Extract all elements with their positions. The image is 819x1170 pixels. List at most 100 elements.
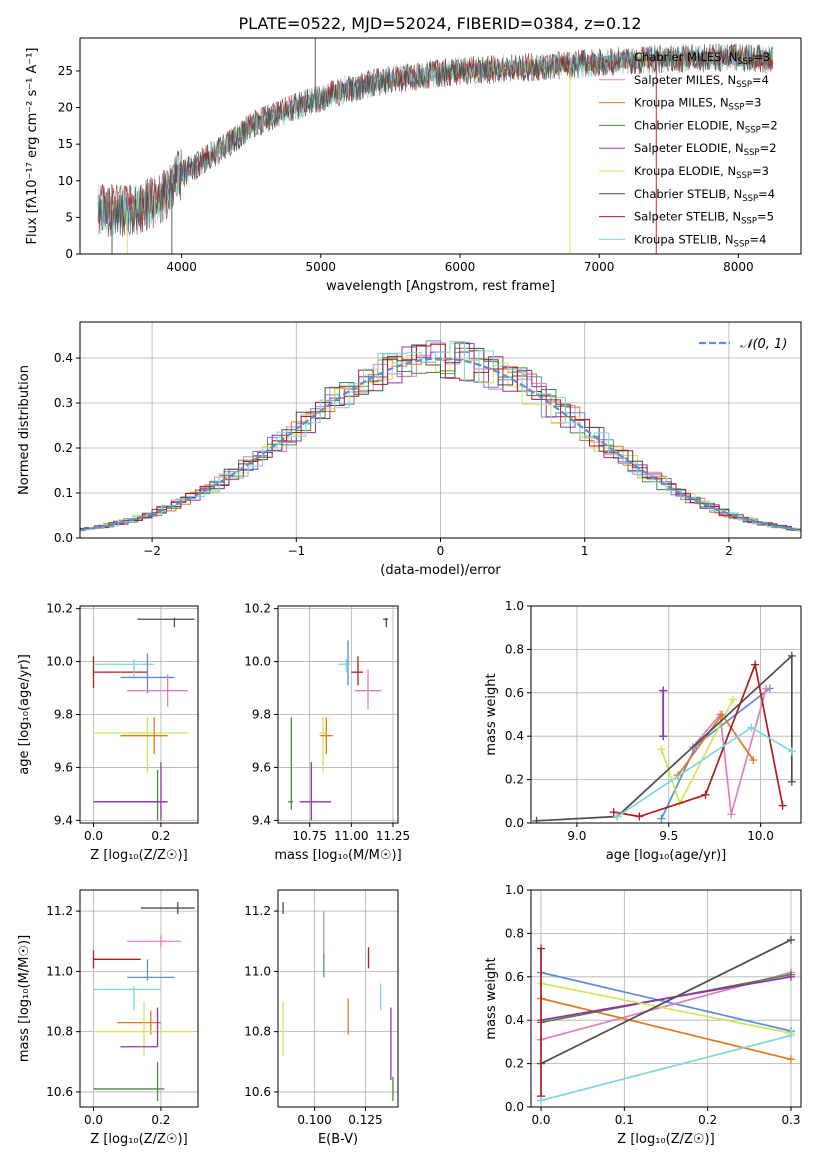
x-axis-label: Z [log₁₀(Z/Z☉)] bbox=[90, 1132, 187, 1147]
legend-label: Salpeter MILES, N bbox=[634, 73, 736, 87]
errorbar-chabrier-elodie bbox=[288, 717, 293, 810]
errorbar-kroupa-elodie bbox=[93, 717, 188, 773]
x-tick-label: 11.00 bbox=[334, 829, 368, 843]
legend-suffix: =2 bbox=[761, 118, 778, 132]
legend-subscript: SSP bbox=[741, 217, 757, 227]
series-chabrier-stelib bbox=[532, 651, 796, 823]
errorbar-chabrier-miles bbox=[127, 959, 175, 981]
axes-frame bbox=[79, 321, 802, 539]
errorbar-salpeter-miles bbox=[127, 674, 188, 707]
y-axis-label: Flux [fλ10⁻¹⁷ erg cm⁻² s⁻¹ A⁻¹] bbox=[25, 48, 40, 245]
x-axis-label: Z [log₁₀(Z/Z☉)] bbox=[617, 1132, 714, 1147]
y-tick-label: 9.4 bbox=[252, 813, 271, 827]
y-tick-label: 0.0 bbox=[54, 531, 73, 545]
series-salpeter-elodie bbox=[659, 686, 668, 741]
legend-subscript: SSP bbox=[737, 57, 753, 67]
series-chabrier-miles bbox=[657, 684, 774, 823]
y-tick-label: 0.2 bbox=[505, 1057, 524, 1071]
axes-frame bbox=[79, 889, 199, 1108]
series-line bbox=[540, 939, 792, 1065]
series-line bbox=[540, 997, 792, 1061]
x-tick-label: −2 bbox=[143, 544, 161, 558]
axes-frame bbox=[277, 605, 399, 824]
x-axis-label: Z [log₁₀(Z/Z☉)] bbox=[90, 848, 187, 863]
legend-label: Salpeter STELIB, N bbox=[634, 210, 741, 224]
series-salpeter-stelib bbox=[609, 660, 787, 821]
y-tick-label: 25 bbox=[58, 64, 73, 78]
legend-subscript: SSP bbox=[729, 103, 745, 113]
axes-frame bbox=[530, 605, 802, 824]
y-tick-label: 10.8 bbox=[46, 1025, 73, 1039]
errorbars bbox=[92, 902, 195, 1101]
age-vs-mass-panel: 10.75 11.00 11.25 9.4 9.6 9.8 10.0 10.2 mass [lo… bbox=[244, 602, 410, 863]
y-tick-label: 0.6 bbox=[505, 970, 524, 984]
errorbar-kroupa-miles bbox=[319, 717, 333, 755]
errorbar-chabrier-stelib bbox=[137, 617, 195, 628]
y-tick-label: 0.4 bbox=[505, 729, 524, 743]
legend-entry: Chabrier STELIB, NSSP=4 bbox=[634, 187, 775, 204]
errorbar-chabrier-stelib bbox=[383, 617, 388, 628]
spectrum-curves bbox=[97, 38, 774, 254]
legend-label: Kroupa ELODIE, N bbox=[634, 164, 736, 178]
x-tick-label: 0.0 bbox=[84, 1113, 103, 1127]
x-tick-label: 9.5 bbox=[659, 829, 678, 843]
residuals-panel: −2 −1 0 1 2 0.0 0.1 0.2 0.3 0.4 (data-model)/error… bbox=[17, 321, 802, 578]
errorbar-chabrier-miles bbox=[344, 640, 350, 686]
legend-entry: Chabrier MILES, NSSP=3 bbox=[634, 50, 770, 67]
y-tick-label: 0.0 bbox=[505, 1100, 524, 1114]
x-tick-label: 0.0 bbox=[531, 1113, 550, 1127]
y-tick-label: 9.6 bbox=[252, 760, 271, 774]
x-tick-label: 4000 bbox=[166, 260, 197, 274]
series-line bbox=[540, 975, 792, 1022]
errorbar-salpeter-stelib bbox=[92, 656, 148, 689]
legend-suffix: =3 bbox=[744, 96, 761, 110]
legend-subscript: SSP bbox=[745, 125, 761, 135]
axes-frame bbox=[79, 37, 802, 255]
x-tick-label: 10.0 bbox=[747, 829, 774, 843]
mass-vs-ebv-panel: 0.100 0.125 10.6 10.8 11.0 11.2 E(B-V) bbox=[244, 889, 399, 1147]
y-tick-label: 5 bbox=[65, 210, 73, 224]
series-line bbox=[540, 1034, 792, 1102]
spectrum-chabrier-stelib bbox=[97, 43, 774, 237]
y-tick-label: 9.8 bbox=[54, 708, 73, 722]
y-tick-label: 11.2 bbox=[244, 904, 271, 918]
x-tick-label: 11.25 bbox=[376, 829, 410, 843]
series-line bbox=[616, 726, 793, 818]
legend-subscript: SSP bbox=[734, 239, 750, 249]
series-chabrier-stelib bbox=[537, 935, 795, 1068]
errorbar-salpeter-stelib bbox=[351, 656, 363, 686]
weight-lines bbox=[537, 935, 795, 1105]
legend-suffix: =4 bbox=[758, 187, 775, 201]
y-tick-label: 10.8 bbox=[244, 1025, 271, 1039]
x-tick-label: 0.2 bbox=[151, 1113, 170, 1127]
y-tick-label: 10.2 bbox=[46, 602, 73, 616]
legend-suffix: =4 bbox=[752, 73, 769, 87]
y-tick-label: 9.8 bbox=[252, 708, 271, 722]
histogram-kroupa-stelib bbox=[80, 340, 801, 531]
legend-subscript: SSP bbox=[742, 194, 758, 204]
errorbar-salpeter-elodie bbox=[299, 762, 332, 821]
errorbar-kroupa-stelib bbox=[338, 658, 350, 673]
y-axis-label: Normed distribution bbox=[17, 365, 32, 495]
figure-title: PLATE=0522, MJD=52024, FIBERID=0384, z=0… bbox=[238, 14, 641, 33]
x-tick-label: 0.2 bbox=[151, 829, 170, 843]
x-axis-label: E(B-V) bbox=[318, 1132, 358, 1147]
errorbar-salpeter-miles bbox=[127, 935, 182, 948]
spectrum-salpeter-stelib bbox=[97, 43, 774, 238]
x-axis-label: (data-model)/error bbox=[380, 563, 501, 578]
legend-entry: Salpeter ELODIE, NSSP=2 bbox=[634, 141, 777, 158]
series-kroupa-stelib bbox=[613, 723, 796, 821]
x-tick-label: 0.1 bbox=[615, 1113, 634, 1127]
gaussian-legend-label: 𝒩(0, 1) bbox=[740, 337, 787, 352]
axes-frame bbox=[530, 889, 802, 1108]
legend-suffix: =2 bbox=[760, 141, 777, 155]
x-tick-label: 0.3 bbox=[781, 1113, 800, 1127]
mass-vs-Z-panel: 0.0 0.2 10.6 10.8 11.0 11.2 Z [log₁₀(Z/Z☉)] mas… bbox=[17, 889, 199, 1147]
x-tick-label: 8000 bbox=[723, 260, 754, 274]
legend-entry: Chabrier ELODIE, NSSP=2 bbox=[634, 118, 778, 135]
legend-subscript: SSP bbox=[736, 80, 752, 90]
errorbar-salpeter-stelib bbox=[92, 950, 141, 969]
legend-label: Salpeter ELODIE, N bbox=[634, 141, 744, 155]
